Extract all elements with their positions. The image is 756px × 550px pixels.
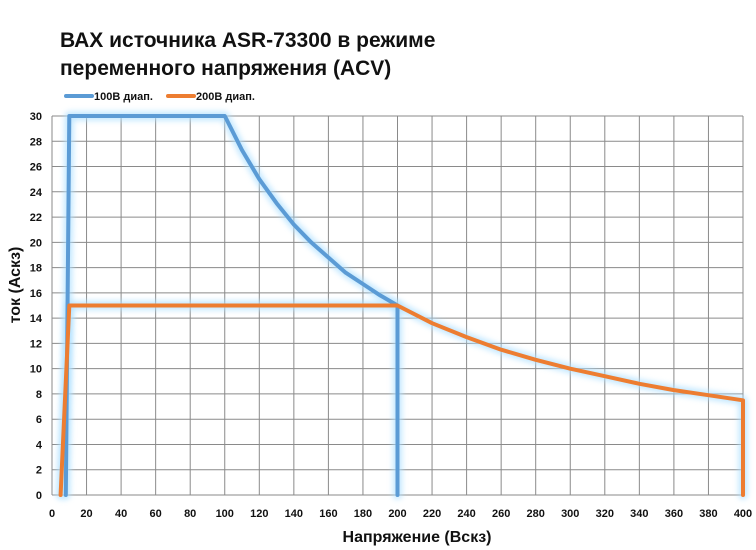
- x-tick-label: 100: [216, 508, 234, 520]
- series-line-1: [63, 114, 400, 497]
- x-tick-label: 160: [319, 508, 337, 520]
- series-line-2: [58, 303, 745, 497]
- x-tick-label: 0: [49, 508, 55, 520]
- x-tick-label: 240: [457, 508, 475, 520]
- series-lines: [56, 111, 748, 500]
- x-tick-label: 120: [250, 508, 268, 520]
- x-tick-label: 80: [184, 508, 196, 520]
- legend: 100В диап. 200В диап.: [64, 91, 255, 103]
- y-tick-label: 20: [30, 237, 42, 249]
- x-tick-label: 300: [561, 508, 579, 520]
- x-tick-label: 260: [492, 508, 510, 520]
- x-tick-label: 380: [699, 508, 717, 520]
- y-tick-label: 14: [30, 313, 43, 325]
- y-tick-label: 30: [30, 111, 42, 123]
- x-tick-label: 220: [423, 508, 441, 520]
- y-tick-label: 0: [36, 490, 42, 502]
- legend-label-2: 200В диап.: [196, 91, 255, 103]
- x-tick-label: 280: [527, 508, 545, 520]
- x-tick-label: 320: [596, 508, 614, 520]
- y-tick-label: 16: [30, 288, 42, 300]
- x-tick-label: 200: [388, 508, 406, 520]
- x-tick-label: 180: [354, 508, 372, 520]
- x-tick-label: 40: [115, 508, 127, 520]
- x-tick-label: 360: [665, 508, 683, 520]
- x-tick-label: 20: [80, 508, 92, 520]
- x-tick-label: 400: [734, 508, 752, 520]
- y-tick-label: 18: [30, 263, 42, 275]
- x-tick-label: 140: [285, 508, 303, 520]
- x-tick-label: 340: [630, 508, 648, 520]
- y-tick-label: 4: [36, 439, 43, 451]
- y-tick-label: 24: [30, 187, 43, 199]
- legend-label-1: 100В диап.: [94, 91, 153, 103]
- chart-title: ВАХ источника ASR-73300 в режиме перемен…: [60, 27, 620, 83]
- y-tick-label: 6: [36, 414, 42, 426]
- y-tick-label: 12: [30, 338, 42, 350]
- chart-title-line-1: ВАХ источника ASR-73300 в режиме: [60, 29, 436, 52]
- x-axis-label: Напряжение (Вскз): [343, 529, 492, 546]
- y-tick-label: 8: [36, 389, 42, 401]
- y-tick-label: 26: [30, 162, 42, 174]
- y-tick-label: 28: [30, 136, 42, 148]
- y-tick-label: 22: [30, 212, 42, 224]
- y-tick-label: 2: [36, 465, 42, 477]
- y-axis-label: ток (Аскз): [7, 247, 24, 324]
- y-tick-label: 10: [30, 364, 42, 376]
- chart-title-line-2: переменного напряжения (ACV): [60, 57, 392, 80]
- x-tick-label: 60: [150, 508, 162, 520]
- x-tick-labels: 0 20 40 60 80 100 120 140 160 180 200 220 240 260 280 3…: [49, 508, 752, 520]
